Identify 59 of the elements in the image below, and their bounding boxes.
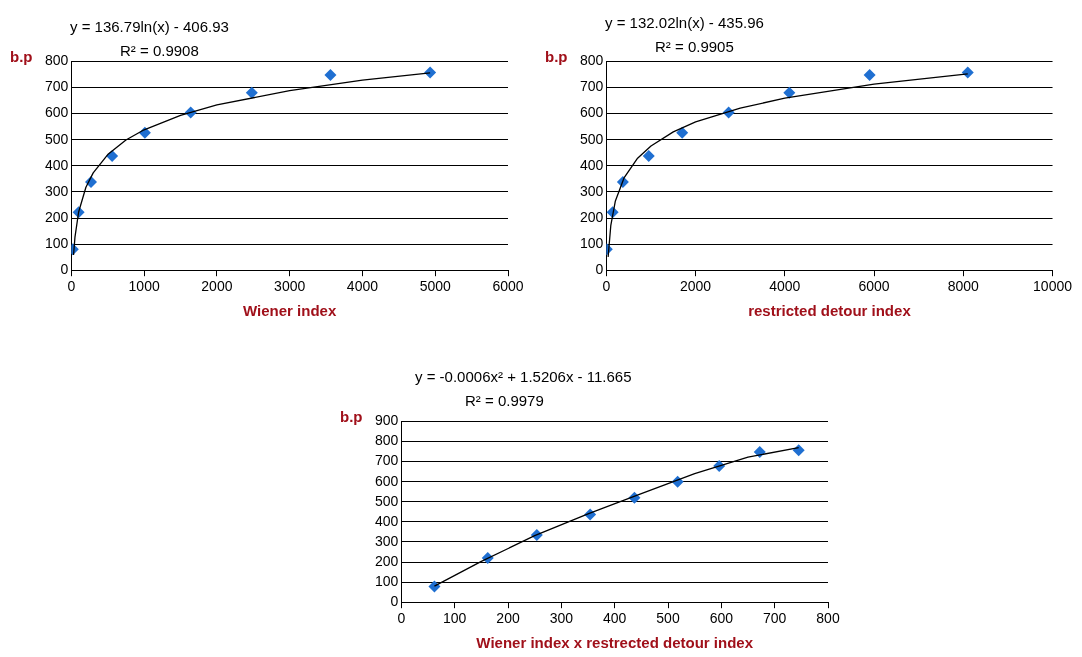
x-tick-label: 600: [709, 610, 734, 627]
x-tick-label: 500: [656, 610, 680, 627]
y-tick-label: 300: [45, 182, 69, 199]
x-tick-label: 300: [549, 610, 574, 627]
y-tick-label: 500: [45, 130, 69, 147]
y-tick-label: 300: [580, 182, 604, 199]
y-tick-label: 800: [580, 52, 604, 69]
y-axis-title: b.p: [545, 48, 568, 65]
y-tick-label: 200: [45, 208, 69, 225]
y-tick-label: 200: [375, 552, 399, 569]
y-tick-label: 600: [375, 472, 399, 489]
x-tick-label: 400: [603, 610, 627, 627]
y-tick-label: 400: [375, 512, 399, 529]
text: R² = 0.9979: [465, 392, 544, 409]
y-tick-label: 100: [45, 234, 69, 251]
x-axis-title: Wiener index x restrected detour index: [476, 634, 754, 652]
y-tick-label: 800: [375, 432, 399, 449]
x-tick-label: 6000: [858, 278, 890, 295]
y-tick-label: 600: [45, 104, 69, 121]
x-tick-label: 1000: [128, 278, 160, 295]
y-tick-label: 200: [580, 208, 604, 225]
text: y = 132.02ln(x) - 435.96: [605, 14, 764, 31]
x-tick-label: 8000: [947, 278, 980, 295]
text: R² = 0.9908: [120, 42, 199, 59]
x-tick-label: 200: [496, 610, 520, 627]
y-tick-label: 700: [45, 78, 69, 95]
x-tick-label: 2000: [201, 278, 233, 295]
y-tick-label: 500: [580, 130, 604, 147]
x-tick-label: 3000: [274, 278, 306, 295]
x-axis-title: Wiener index: [243, 302, 337, 320]
x-tick-label: 4000: [769, 278, 801, 295]
y-axis-title: b.p: [340, 408, 363, 425]
y-tick-label: 100: [580, 234, 604, 251]
y-tick-label: 0: [390, 593, 399, 610]
x-tick-label: 2000: [680, 278, 712, 295]
y-tick-label: 100: [375, 572, 399, 589]
x-tick-label: 5000: [419, 278, 452, 295]
y-tick-label: 700: [375, 452, 399, 469]
y-tick-label: 600: [580, 104, 604, 121]
y-tick-label: 300: [375, 532, 399, 549]
x-axis-title: restricted detour index: [748, 302, 912, 320]
y-axis-title: b.p: [10, 48, 33, 65]
text: R² = 0.9905: [655, 38, 734, 55]
x-tick-label: 700: [762, 610, 787, 627]
text: y = 136.79ln(x) - 406.93: [70, 18, 229, 35]
x-tick-label: 4000: [346, 278, 379, 295]
y-tick-label: 400: [580, 156, 604, 173]
y-tick-label: 0: [60, 261, 69, 278]
y-tick-label: 400: [45, 156, 69, 173]
x-tick-label: 100: [443, 610, 467, 627]
y-tick-label: 800: [45, 52, 69, 69]
x-tick-label: 800: [816, 610, 840, 627]
x-tick-label: 10000: [1033, 278, 1073, 295]
text: y = -0.0006x² + 1.5206x - 11.665: [415, 368, 632, 385]
x-tick-label: 6000: [492, 278, 524, 295]
y-tick-label: 0: [595, 261, 604, 278]
y-tick-label: 700: [580, 78, 604, 95]
y-tick-label: 500: [375, 492, 399, 509]
y-tick-label: 900: [375, 412, 399, 429]
